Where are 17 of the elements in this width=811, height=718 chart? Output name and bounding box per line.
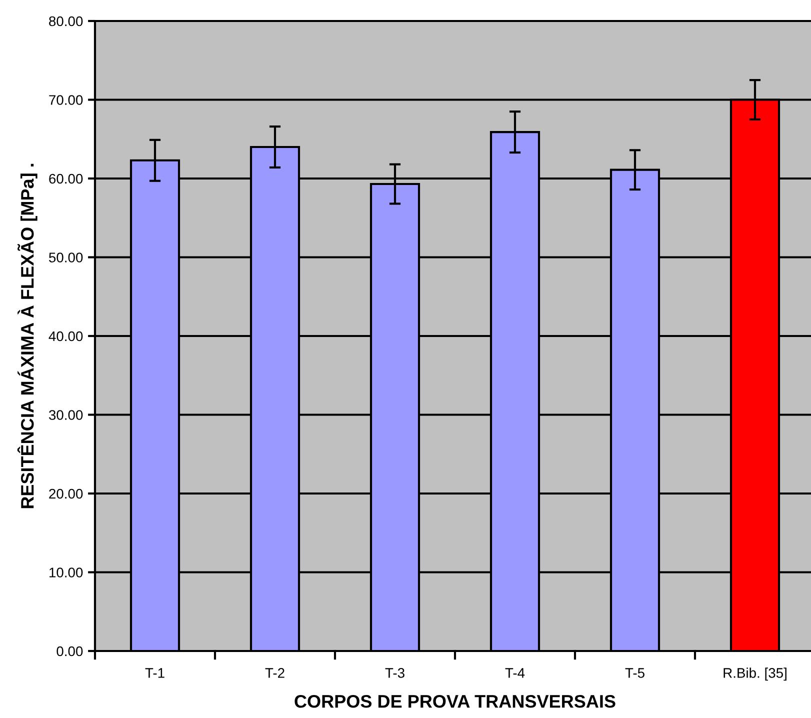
y-tick-label: 40.00 xyxy=(48,331,83,342)
y-tick-label: 50.00 xyxy=(48,252,83,262)
y-tick-label: 10.00 xyxy=(50,568,83,578)
y-axis-title: RESITÊNCIA MÁXIMA À FLEXÃO [MPa] . xyxy=(17,164,38,508)
x-tick-label: T-3 xyxy=(385,668,404,678)
y-tick-label: 20.00 xyxy=(49,488,83,499)
y-tick-label: 60.00 xyxy=(49,174,83,184)
y-tick-label: 30.00 xyxy=(48,410,83,420)
x-tick-label: T-5 xyxy=(625,668,644,678)
y-tick-label: 80.00 xyxy=(49,16,83,26)
x-tick-label: R.Bib. [35] xyxy=(724,668,786,681)
x-axis-title: CORPOS DE PROVA TRANSVERSAIS xyxy=(294,694,616,708)
x-tick-label: T-4 xyxy=(505,668,525,678)
x-tick-label: T-1 xyxy=(145,668,164,678)
y-tick-label: 0.00 xyxy=(56,646,83,656)
y-tick-label: 70.00 xyxy=(49,95,83,105)
x-tick-label: T-2 xyxy=(265,668,284,678)
